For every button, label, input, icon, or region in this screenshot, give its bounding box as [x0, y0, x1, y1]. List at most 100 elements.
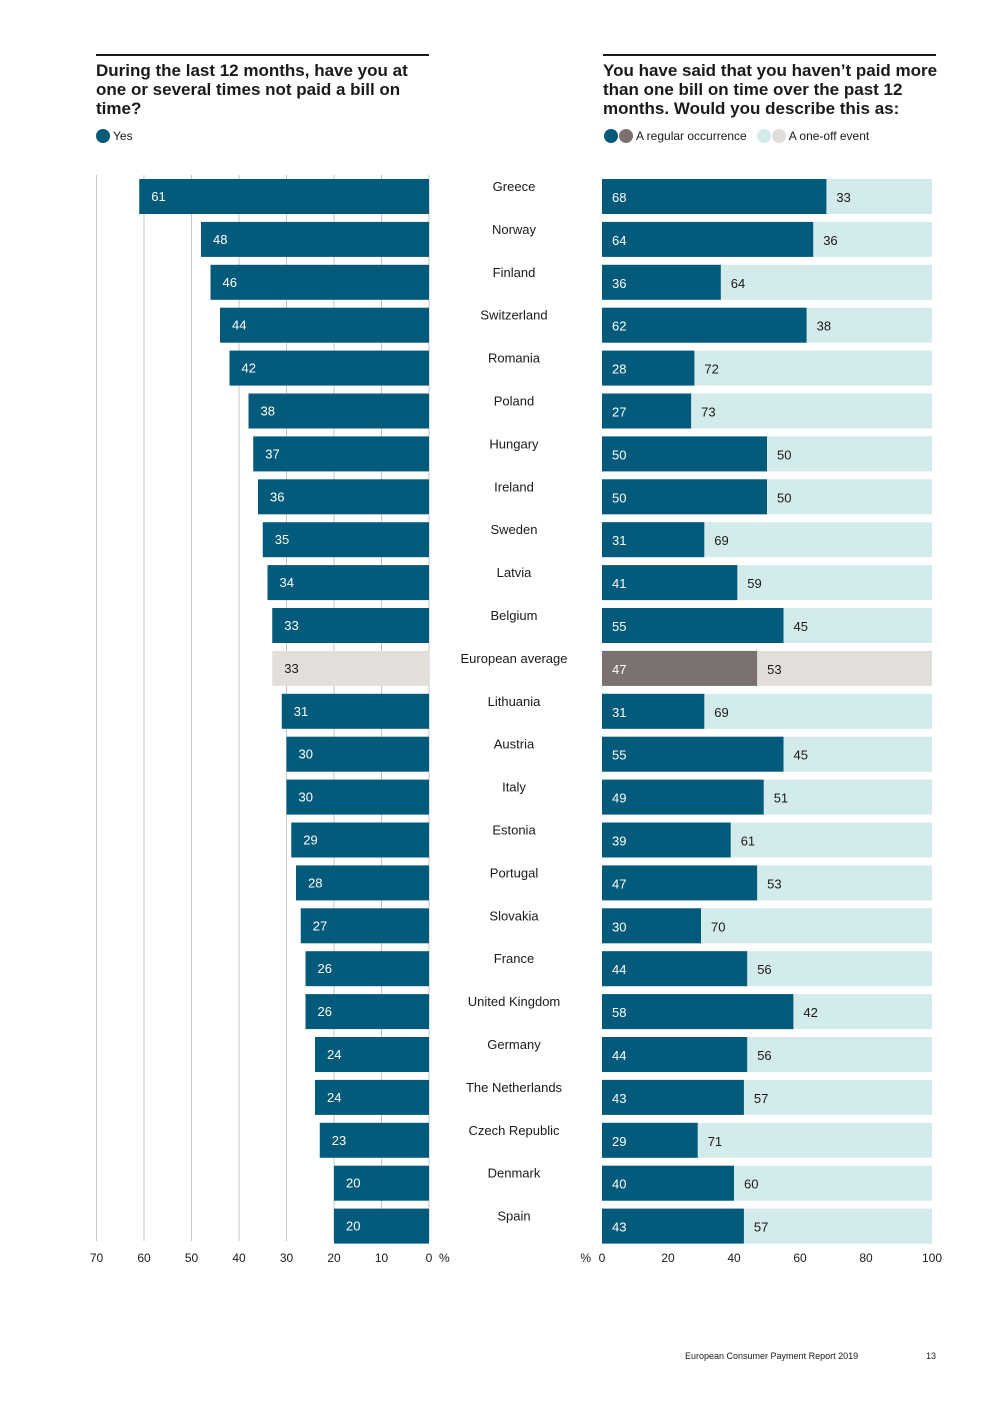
left-bar-italy: [286, 779, 429, 815]
category-label-sweden: Sweden: [491, 522, 538, 537]
category-label-ireland: Ireland: [494, 479, 534, 494]
left-bar-label-switzerland: 44: [232, 318, 246, 333]
left-bar-united-kingdom: [305, 994, 429, 1030]
right-bar-regular-label-romania: 28: [612, 362, 626, 377]
right-x-tick-label: 100: [922, 1251, 942, 1265]
left-bar-austria: [286, 736, 429, 772]
right-bar-regular-label-united-kingdom: 58: [612, 1005, 626, 1020]
left-bar-label-denmark: 20: [346, 1176, 360, 1191]
right-bar-oneoff-label-portugal: 53: [767, 876, 781, 891]
category-label-slovakia: Slovakia: [489, 908, 539, 923]
category-label-finland: Finland: [493, 265, 536, 280]
category-label-latvia: Latvia: [497, 565, 532, 580]
right-bar-regular-norway: [602, 221, 814, 257]
right-bar-oneoff-label-italy: 51: [774, 791, 788, 806]
category-label-belgium: Belgium: [491, 608, 538, 623]
left-bar-label-the-netherlands: 24: [327, 1090, 341, 1105]
right-bar-oneoff-label-the-netherlands: 57: [754, 1091, 768, 1106]
right-bar-regular-slovakia: [602, 908, 701, 944]
right-x-axis-unit: %: [580, 1251, 591, 1265]
left-bar-norway: [201, 221, 429, 257]
right-bar-regular-romania: [602, 350, 695, 386]
right-bar-regular-label-czech-republic: 29: [612, 1134, 626, 1149]
left-bar-label-belgium: 33: [284, 618, 298, 633]
category-label-portugal: Portugal: [490, 865, 539, 880]
right-bar-regular-portugal: [602, 865, 758, 901]
right-bar-regular-sweden: [602, 522, 705, 558]
left-bar-germany: [315, 1037, 429, 1072]
left-bar-czech-republic: [319, 1122, 429, 1158]
right-bar-regular-label-france: 44: [612, 962, 626, 977]
left-bar-label-czech-republic: 23: [332, 1133, 346, 1148]
left-bar-label-latvia: 34: [280, 575, 294, 590]
right-x-tick-label: 40: [727, 1251, 741, 1265]
left-bar-label-hungary: 37: [265, 446, 279, 461]
right-bar-regular-label-slovakia: 30: [612, 919, 626, 934]
right-bar-oneoff-label-sweden: 69: [714, 533, 728, 548]
category-label-lithuania: Lithuania: [488, 694, 542, 709]
left-bar-european-average: [272, 650, 429, 686]
right-bar-oneoff-label-spain: 57: [754, 1220, 768, 1235]
category-label-italy: Italy: [502, 780, 526, 795]
right-bar-regular-label-spain: 43: [612, 1220, 626, 1235]
right-bar-regular-poland: [602, 393, 692, 429]
right-legend: A regular occurrence A one-off event: [604, 129, 869, 143]
right-bar-regular-italy: [602, 779, 764, 815]
left-x-tick-label: 20: [327, 1251, 341, 1265]
left-x-tick-label: 50: [185, 1251, 199, 1265]
right-bar-oneoff-label-ireland: 50: [777, 490, 791, 505]
left-bar-label-france: 26: [318, 961, 332, 976]
left-bar-slovakia: [300, 908, 429, 944]
right-bar-regular-label-switzerland: 62: [612, 319, 626, 334]
legend-yes-swatch: [96, 129, 110, 143]
category-label-european-average: European average: [461, 651, 568, 666]
left-bar-latvia: [267, 565, 429, 601]
right-x-tick-label: 80: [859, 1251, 873, 1265]
right-bar-oneoff-label-latvia: 59: [747, 576, 761, 591]
category-label-romania: Romania: [488, 351, 541, 366]
category-label-hungary: Hungary: [489, 436, 539, 451]
right-bar-oneoff-label-austria: 45: [794, 748, 808, 763]
legend-regular-swatch: [604, 129, 618, 143]
left-bar-label-germany: 24: [327, 1047, 341, 1062]
right-bar-regular-label-hungary: 50: [612, 447, 626, 462]
left-x-tick-label: 60: [137, 1251, 151, 1265]
right-bar-regular-germany: [602, 1037, 748, 1072]
left-bar-label-finland: 46: [223, 275, 237, 290]
right-bar-oneoff-label-france: 56: [757, 962, 771, 977]
right-bar-regular-label-denmark: 40: [612, 1177, 626, 1192]
right-bar-regular-czech-republic: [602, 1122, 698, 1158]
right-bar-regular-belgium: [602, 608, 784, 643]
right-bar-oneoff-label-belgium: 45: [794, 619, 808, 634]
right-x-tick-label: 60: [793, 1251, 807, 1265]
right-bar-regular-greece: [602, 179, 827, 214]
left-bar-label-estonia: 29: [303, 833, 317, 848]
category-label-czech-republic: Czech Republic: [468, 1123, 560, 1138]
left-x-tick-label: 10: [375, 1251, 389, 1265]
left-bar-romania: [229, 350, 429, 386]
right-bar-oneoff-label-switzerland: 38: [817, 319, 831, 334]
right-bar-regular-label-greece: 68: [612, 190, 626, 205]
category-label-switzerland: Switzerland: [480, 308, 547, 323]
left-bar-label-spain: 20: [346, 1219, 360, 1234]
right-bar-oneoff-label-lithuania: 69: [714, 705, 728, 720]
category-label-united-kingdom: United Kingdom: [468, 994, 561, 1009]
left-chart-title: During the last 12 months, have you at o…: [96, 61, 408, 118]
right-bar-regular-label-belgium: 55: [612, 619, 626, 634]
left-bar-label-austria: 30: [299, 747, 313, 762]
left-bar-label-slovakia: 27: [313, 918, 327, 933]
left-title-rule: [96, 54, 429, 56]
category-label-the-netherlands: The Netherlands: [466, 1080, 563, 1095]
right-bar-regular-switzerland: [602, 307, 807, 343]
left-bar-belgium: [272, 608, 429, 643]
left-bar-ireland: [258, 479, 429, 515]
left-x-axis-unit: %: [439, 1251, 450, 1265]
left-bar-denmark: [334, 1165, 429, 1201]
left-bar-label-portugal: 28: [308, 875, 322, 890]
right-bar-regular-spain: [602, 1208, 744, 1244]
right-bar-regular-latvia: [602, 565, 738, 601]
right-bar-regular-label-norway: 64: [612, 233, 626, 248]
left-bar-portugal: [296, 865, 429, 901]
right-bar-regular-label-italy: 49: [612, 791, 626, 806]
